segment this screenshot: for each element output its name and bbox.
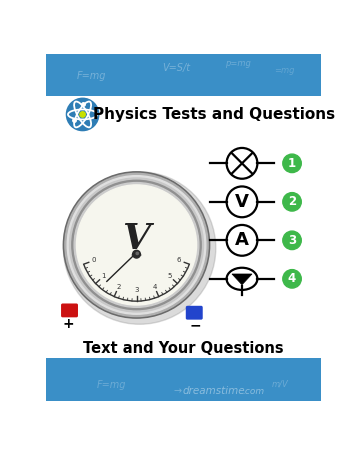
- Text: F=mg: F=mg: [77, 71, 107, 81]
- Text: 0: 0: [92, 257, 96, 264]
- Text: +: +: [63, 316, 74, 330]
- FancyBboxPatch shape: [46, 54, 321, 96]
- Circle shape: [72, 180, 201, 310]
- Text: V: V: [122, 222, 150, 256]
- Text: V=S/t: V=S/t: [163, 63, 190, 73]
- Text: 2: 2: [288, 195, 296, 208]
- Circle shape: [67, 176, 206, 314]
- Text: Physics Tests and Questions: Physics Tests and Questions: [93, 107, 335, 122]
- Circle shape: [283, 231, 301, 250]
- Circle shape: [136, 252, 139, 255]
- Circle shape: [283, 154, 301, 173]
- FancyBboxPatch shape: [46, 358, 321, 401]
- Text: =mg: =mg: [274, 67, 295, 76]
- Text: 5: 5: [167, 273, 172, 279]
- Circle shape: [77, 185, 197, 305]
- Circle shape: [133, 250, 140, 258]
- Text: 4: 4: [152, 284, 157, 290]
- FancyBboxPatch shape: [46, 133, 321, 331]
- Text: p=mg: p=mg: [225, 59, 251, 68]
- Circle shape: [80, 112, 85, 117]
- Circle shape: [65, 173, 208, 316]
- Text: −: −: [190, 319, 202, 333]
- Text: V: V: [235, 193, 249, 211]
- Text: 2: 2: [116, 284, 121, 290]
- Text: 3: 3: [134, 288, 139, 293]
- FancyBboxPatch shape: [46, 331, 321, 358]
- Circle shape: [63, 172, 210, 318]
- Circle shape: [63, 172, 216, 324]
- Text: 1: 1: [288, 157, 296, 170]
- Text: A: A: [235, 231, 249, 249]
- Text: Text and Your Questions: Text and Your Questions: [83, 341, 284, 356]
- Circle shape: [69, 178, 203, 312]
- Text: 6: 6: [177, 257, 182, 264]
- Circle shape: [283, 270, 301, 288]
- Circle shape: [67, 98, 99, 130]
- Text: dreamstime: dreamstime: [182, 386, 245, 396]
- FancyBboxPatch shape: [46, 96, 321, 133]
- Text: 1: 1: [101, 273, 106, 279]
- Text: F=mg: F=mg: [96, 380, 126, 390]
- Text: 4: 4: [288, 272, 296, 285]
- FancyBboxPatch shape: [186, 306, 203, 319]
- FancyBboxPatch shape: [61, 303, 78, 317]
- Circle shape: [283, 193, 301, 211]
- Text: .com: .com: [242, 387, 265, 396]
- Text: $\rightarrow$: $\rightarrow$: [172, 386, 184, 396]
- Polygon shape: [232, 274, 252, 285]
- Circle shape: [74, 183, 199, 307]
- Text: m/V: m/V: [272, 379, 289, 388]
- Text: 3: 3: [288, 234, 296, 247]
